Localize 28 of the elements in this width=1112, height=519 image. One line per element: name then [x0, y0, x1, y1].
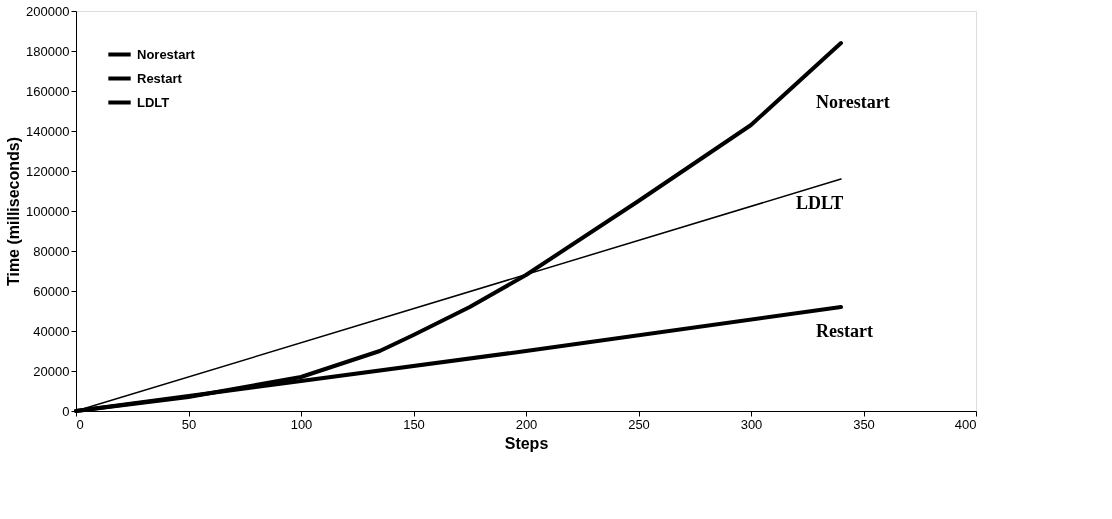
x-axis-title: Steps: [504, 434, 549, 452]
y-tick-label: 0: [62, 403, 70, 419]
legend-label: Norestart: [137, 46, 196, 62]
y-tick-label: 20000: [33, 363, 70, 379]
x-tick-label: 250: [628, 416, 650, 432]
legend-label: LDLT: [137, 94, 170, 110]
x-tick-label: 0: [76, 416, 84, 432]
text: Norestart: [816, 92, 890, 112]
x-tick-label: 100: [290, 416, 313, 432]
x-tick-label: 50: [181, 416, 197, 432]
text: LDLT: [796, 193, 844, 213]
y-tick-label: 120000: [26, 163, 70, 179]
x-tick-label: 200: [515, 416, 538, 432]
x-tick-label: 400: [954, 416, 977, 432]
y-tick-label: 200000: [26, 3, 70, 19]
x-tick-label: 150: [403, 416, 425, 432]
y-tick-label: 60000: [33, 283, 70, 299]
y-tick-label: 100000: [26, 203, 70, 219]
y-tick-label: 80000: [33, 243, 70, 259]
y-tick-label: 160000: [26, 83, 70, 99]
x-tick-label: 300: [740, 416, 763, 432]
y-axis-title: Time (milliseconds): [5, 136, 23, 287]
text: Restart: [816, 321, 873, 341]
y-tick-label: 140000: [26, 123, 70, 139]
y-tick-label: 40000: [33, 323, 70, 339]
legend-label: Restart: [137, 70, 183, 86]
x-tick-label: 350: [853, 416, 875, 432]
y-tick-label: 180000: [26, 43, 70, 59]
